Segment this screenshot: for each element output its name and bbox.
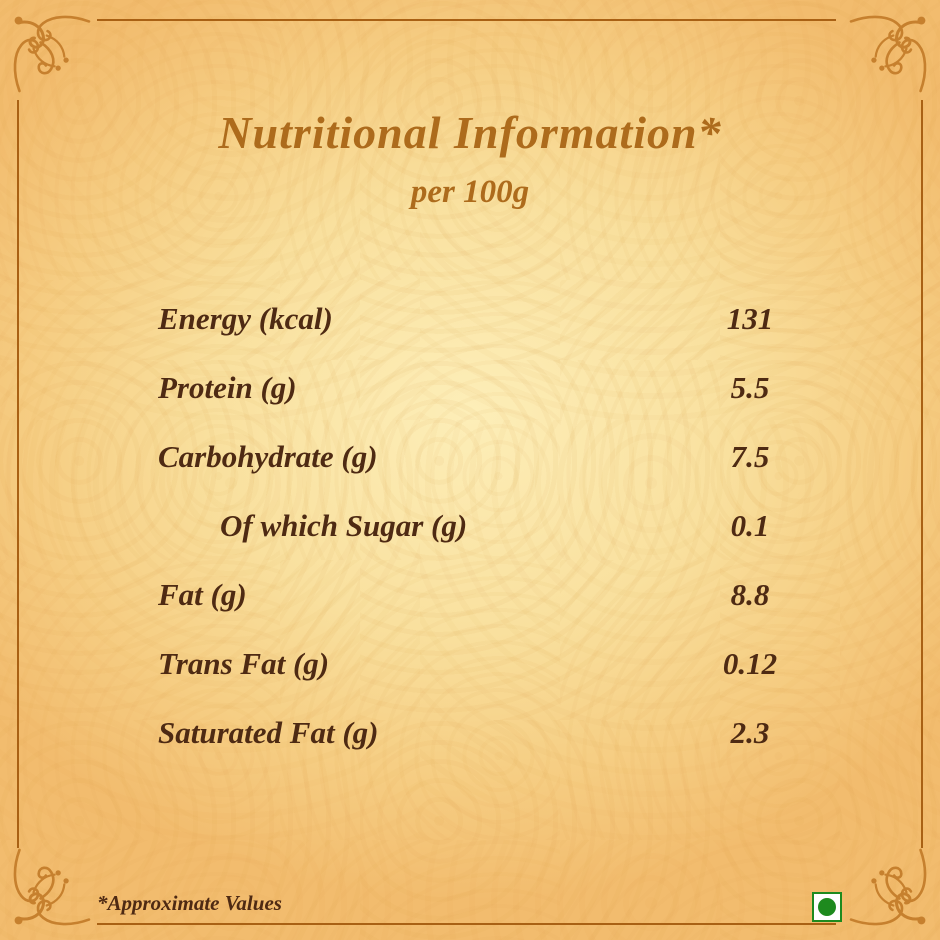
- frame-line-top: [97, 19, 836, 21]
- nutrient-value: 131: [726, 300, 774, 336]
- table-row: Saturated Fat (g) 2.3: [140, 698, 820, 767]
- veg-mark-dot: [818, 898, 836, 916]
- nutrition-table: Energy (kcal) 131 Protein (g) 5.5 Carbohydra…: [140, 284, 820, 767]
- corner-flourish-icon: [849, 848, 927, 926]
- table-row: Energy (kcal) 131: [140, 284, 820, 353]
- table-row: Fat (g) 8.8: [140, 560, 820, 629]
- nutrient-value: 7.5: [730, 438, 770, 474]
- approximate-values-note: *Approximate Values: [97, 891, 282, 915]
- nutrient-label: Carbohydrate (g): [158, 438, 378, 474]
- nutrient-label: Trans Fat (g): [158, 645, 330, 681]
- frame-line-right: [921, 100, 923, 848]
- nutrient-value: 2.3: [730, 714, 770, 750]
- corner-flourish-icon: [13, 848, 91, 926]
- nutrient-label: Of which Sugar (g): [220, 507, 468, 543]
- nutrient-label: Fat (g): [158, 576, 247, 612]
- nutrient-label: Energy (kcal): [158, 300, 333, 336]
- nutrient-label: Protein (g): [158, 369, 297, 405]
- veg-mark-icon: [812, 892, 842, 922]
- nutrient-value: 0.1: [730, 507, 770, 543]
- frame-line-left: [17, 100, 19, 848]
- nutrient-value: 5.5: [730, 369, 770, 405]
- serving-size: per 100g: [410, 174, 530, 210]
- nutrient-value: 0.12: [722, 645, 778, 681]
- table-row: Of which Sugar (g) 0.1: [140, 491, 820, 560]
- table-row: Protein (g) 5.5: [140, 353, 820, 422]
- page-title: Nutritional Information*: [218, 107, 722, 158]
- table-row: Carbohydrate (g) 7.5: [140, 422, 820, 491]
- nutrient-label: Saturated Fat (g): [158, 714, 379, 750]
- corner-flourish-icon: [13, 15, 91, 93]
- corner-flourish-icon: [849, 15, 927, 93]
- table-row: Trans Fat (g) 0.12: [140, 629, 820, 698]
- nutrient-value: 8.8: [730, 576, 770, 612]
- frame-line-bottom: [97, 923, 836, 925]
